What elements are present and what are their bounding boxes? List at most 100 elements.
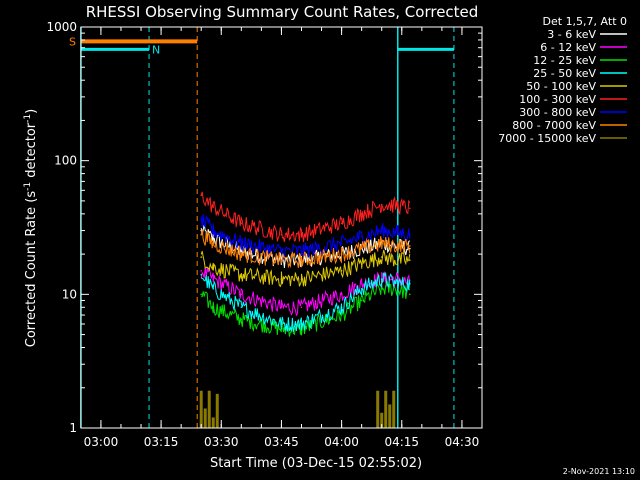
series-5 (200, 191, 411, 243)
legend-label: 7000 - 15000 keV (498, 132, 596, 145)
x-tick-label: 04:00 (324, 435, 359, 449)
series-point (300, 306, 303, 309)
series-point (300, 259, 303, 262)
series-7 (200, 229, 411, 269)
y-axis-label-sup2: -1 (23, 114, 33, 123)
series-point (340, 314, 343, 316)
series-point (408, 259, 411, 262)
y-tick-label: 100 (54, 154, 77, 168)
series-point (380, 242, 383, 245)
legend-label: 6 - 12 keV (540, 41, 596, 54)
series-6 (200, 213, 411, 261)
series-point (212, 266, 215, 268)
series-point (200, 194, 203, 197)
y-axis-label-close: ) (24, 109, 39, 114)
y-tick-label: 10 (62, 287, 77, 301)
y-axis-label: Corrected Count Rate (s-1 detector-1) (23, 109, 39, 347)
series-point (240, 293, 243, 296)
series-8 (199, 390, 396, 428)
series-point (212, 238, 215, 240)
series-line (201, 281, 410, 337)
series-point (212, 288, 215, 290)
series-point (280, 278, 283, 280)
y-axis-label-sup: -1 (23, 182, 33, 191)
series-point (240, 318, 243, 321)
series-point (200, 274, 203, 276)
series-point (396, 282, 399, 285)
series-point (396, 231, 399, 234)
x-tick-label: 03:30 (204, 435, 239, 449)
y-tick-label: 1 (69, 421, 77, 435)
series-point (340, 293, 343, 296)
series-line (200, 191, 411, 243)
series-point (396, 245, 399, 247)
y-axis-label-start: Corrected Count Rate (s (24, 191, 39, 348)
series-point (340, 253, 343, 255)
series-point (396, 204, 399, 207)
series-point (380, 203, 383, 206)
series-point (380, 256, 383, 258)
series-line (200, 271, 411, 332)
saa-label: S (69, 35, 76, 48)
x-tick-label: 04:15 (384, 435, 419, 449)
series-point (212, 278, 215, 280)
legend-label: 800 - 7000 keV (512, 119, 596, 132)
series-point (200, 269, 203, 272)
legend-label: 12 - 25 keV (533, 54, 596, 67)
series-point (360, 235, 363, 238)
series-point (408, 233, 411, 236)
series-point (200, 219, 203, 221)
series-point (240, 242, 243, 245)
series-point (360, 299, 363, 302)
series-point (212, 229, 215, 232)
series-point (280, 306, 283, 309)
series-point (408, 245, 411, 247)
x-axis-label: Start Time (03-Dec-15 02:55:02) (210, 456, 422, 471)
series-point (300, 278, 303, 280)
series-point (240, 253, 243, 255)
series-line (200, 249, 411, 288)
series-point (200, 293, 203, 296)
series-point (212, 206, 215, 208)
series-point (240, 274, 243, 276)
chart-title: RHESSI Observing Summary Count Rates, Co… (86, 3, 479, 21)
legend-label: 25 - 50 keV (533, 67, 596, 80)
series-point (360, 262, 363, 265)
series-line (200, 213, 411, 261)
series-line (200, 267, 411, 317)
series-point (200, 256, 203, 258)
series-line (200, 229, 411, 269)
x-tick-label: 03:45 (264, 435, 299, 449)
night-label: N (152, 43, 160, 56)
series-point (240, 306, 243, 309)
series-point (212, 306, 215, 309)
series-point (380, 288, 383, 290)
series-point (396, 259, 399, 262)
series-point (300, 233, 303, 236)
x-tick-label: 03:15 (144, 435, 179, 449)
x-tick-label: 04:30 (445, 435, 480, 449)
series-point (340, 306, 343, 309)
series-layer (199, 191, 411, 428)
series-point (240, 250, 243, 253)
series-point (340, 222, 343, 225)
legend-label: 3 - 6 keV (547, 28, 596, 41)
y-axis-label-mid: detector (24, 122, 39, 182)
series-point (212, 242, 215, 245)
y-tick-label: 1000 (46, 20, 77, 34)
series-point (360, 247, 363, 250)
series-point (280, 259, 283, 262)
x-tick-label: 03:00 (84, 435, 119, 449)
series-point (396, 278, 399, 280)
series-point (300, 323, 303, 325)
series-point (408, 207, 411, 210)
series-point (200, 233, 203, 236)
legend-header: Det 1,5,7, Att 0 (543, 15, 627, 28)
legend-label: 300 - 800 keV (519, 106, 596, 119)
series-point (380, 278, 383, 280)
series-point (340, 242, 343, 245)
legend-label: 100 - 300 keV (519, 93, 596, 106)
footer-timestamp: 2-Nov-2021 13:10 (563, 467, 635, 476)
